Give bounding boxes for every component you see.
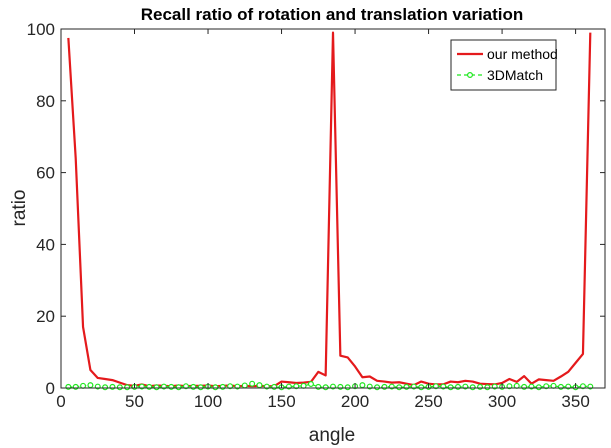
data-point <box>109 383 116 390</box>
x-tick-label: 50 <box>125 392 144 411</box>
data-point <box>579 383 586 390</box>
data-point <box>293 383 300 390</box>
data-point <box>307 381 314 388</box>
data-point <box>418 384 425 391</box>
data-point <box>344 384 351 391</box>
data-point <box>175 384 182 391</box>
y-tick-label: 40 <box>36 235 55 254</box>
data-point <box>72 383 79 390</box>
x-tick-label: 350 <box>561 392 589 411</box>
chart-title: Recall ratio of rotation and translation… <box>141 5 524 24</box>
x-tick-label: 250 <box>414 392 442 411</box>
data-point <box>116 384 123 391</box>
data-point <box>477 383 484 390</box>
data-point <box>359 382 366 389</box>
data-point <box>322 384 329 391</box>
data-point <box>219 383 226 390</box>
x-tick-label: 100 <box>194 392 222 411</box>
data-point <box>153 384 160 391</box>
data-point <box>381 383 388 390</box>
y-tick-label: 60 <box>36 164 55 183</box>
data-point <box>403 383 410 390</box>
y-tick-label: 20 <box>36 307 55 326</box>
data-point <box>249 380 256 387</box>
data-point <box>484 384 491 391</box>
legend-marker <box>467 71 474 78</box>
data-point <box>506 383 513 390</box>
data-point <box>521 383 528 390</box>
data-point <box>454 383 461 390</box>
data-point <box>182 383 189 390</box>
y-axis-label: ratio <box>9 190 30 227</box>
data-point <box>469 384 476 391</box>
data-point <box>241 382 248 389</box>
data-point <box>337 383 344 390</box>
data-point <box>65 383 72 390</box>
data-point <box>197 384 204 391</box>
data-point <box>190 383 197 390</box>
data-point <box>124 384 131 391</box>
data-point <box>102 384 109 391</box>
legend-entry: 3DMatch <box>457 67 543 83</box>
data-point <box>168 383 175 390</box>
data-point <box>543 383 550 390</box>
axes-frame <box>60 28 606 389</box>
data-point <box>87 382 94 389</box>
y-tick-label: 80 <box>36 92 55 111</box>
data-point <box>212 384 219 391</box>
data-point <box>374 384 381 391</box>
x-tick-label: 150 <box>267 392 295 411</box>
x-tick-label: 200 <box>341 392 369 411</box>
data-point <box>432 383 439 390</box>
x-tick-label: 0 <box>56 392 65 411</box>
y-tick-label: 0 <box>46 379 55 398</box>
data-point <box>396 384 403 391</box>
data-point <box>447 384 454 391</box>
axes: 0 50 100 150 200 250 300 350 0 20 40 60 80 100 <box>27 20 606 411</box>
data-point <box>557 383 564 390</box>
legend-label: our method <box>487 46 558 62</box>
data-point <box>227 383 234 390</box>
data-point <box>535 384 542 391</box>
legend-entry: our method <box>457 46 558 62</box>
legend-box <box>450 39 557 91</box>
data-point <box>271 383 278 390</box>
legend-label: 3DMatch <box>487 67 543 83</box>
y-tick-label: 100 <box>27 20 55 39</box>
legend: our method 3DMatch <box>450 39 558 91</box>
x-axis-label: angle <box>309 425 356 446</box>
data-point <box>146 383 153 390</box>
data-point <box>315 383 322 390</box>
data-point <box>256 382 263 389</box>
x-tick-label: 300 <box>488 392 516 411</box>
